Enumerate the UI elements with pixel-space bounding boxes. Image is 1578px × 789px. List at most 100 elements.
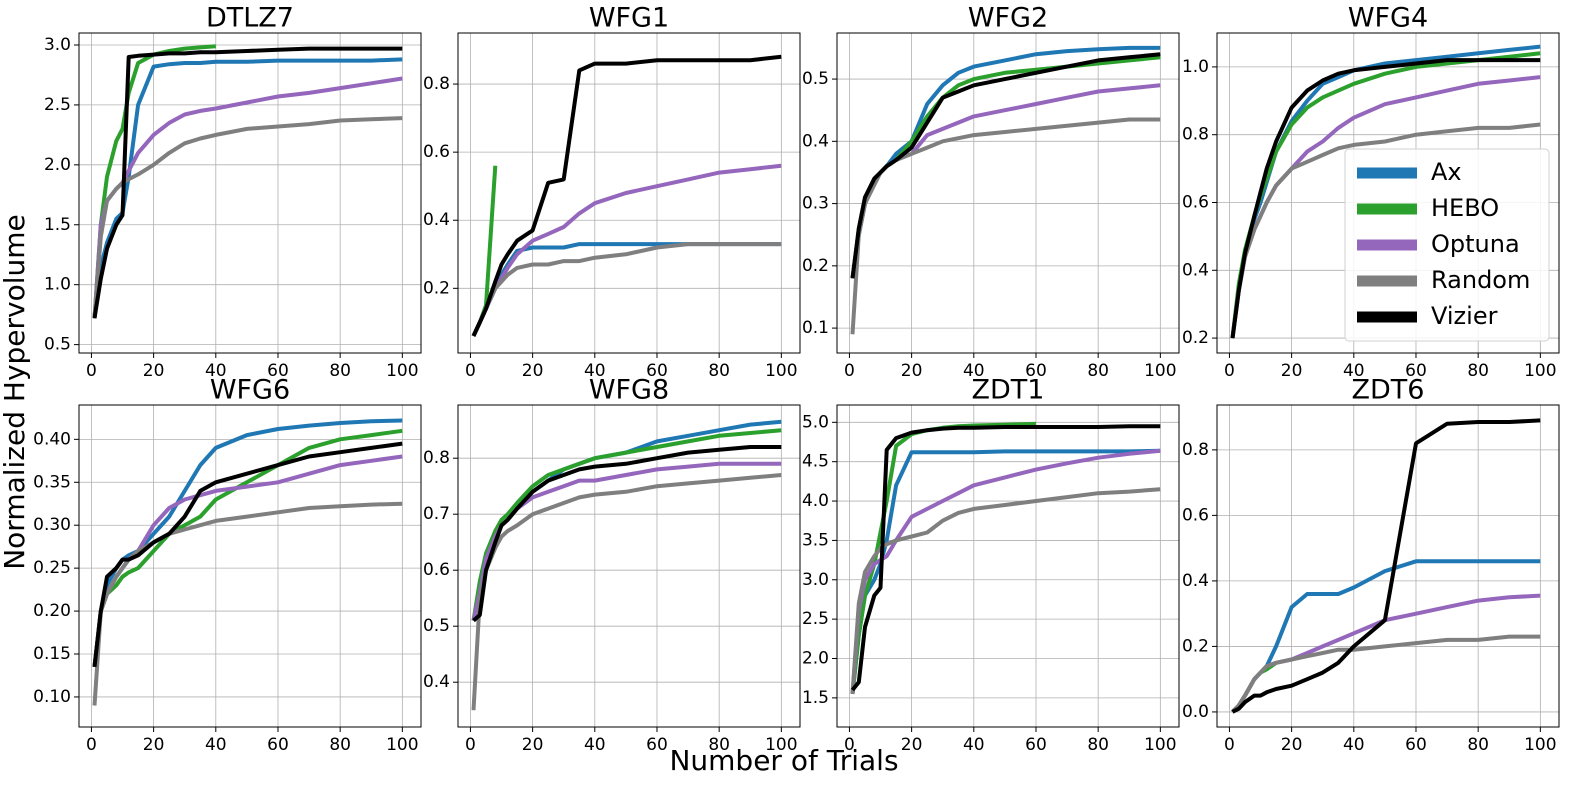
legend-box: [1344, 148, 1550, 342]
x-tick-label: 100: [765, 361, 797, 381]
y-tick-label: 0.6: [1182, 505, 1209, 525]
series-line: [471, 242, 782, 337]
series-line: [1231, 634, 1541, 714]
y-tick-label: 0.2: [1182, 328, 1209, 348]
y-tick-label: 0.40: [33, 429, 71, 449]
legend-label: Vizier: [1431, 302, 1498, 330]
panel: ZDT6 0 20 40 60 80 100 0.0 0.2 0.4 0.6 0.8: [1182, 375, 1560, 755]
series-line: [92, 76, 403, 319]
series-line: [850, 83, 1161, 279]
x-tick-label: 0: [86, 735, 97, 755]
x-tick-label: 60: [1405, 735, 1427, 755]
series-line: [850, 448, 1161, 695]
panel-title: ZDT6: [1352, 375, 1425, 406]
x-tick-label: 80: [329, 361, 351, 381]
y-tick-label: 0.6: [423, 142, 450, 162]
series-line: [471, 461, 782, 622]
y-tick-label: 0.20: [33, 601, 71, 621]
series-line: [92, 44, 216, 319]
x-tick-label: 40: [584, 735, 606, 755]
x-tick-label: 80: [708, 735, 730, 755]
x-tick-label: 0: [86, 361, 97, 381]
panel: WFG6 0 20 40 60 80 100 0.10 0.15 0.20 0.25 0.30 0.35…: [33, 375, 422, 755]
x-tick-label: 40: [584, 361, 606, 381]
panel-title: DTLZ7: [206, 3, 294, 34]
y-tick-label: 2.0: [802, 649, 829, 669]
x-tick-label: 60: [267, 735, 289, 755]
x-tick-label: 80: [329, 735, 351, 755]
y-tick-label: 4.0: [802, 491, 829, 511]
x-tick-label: 80: [1467, 735, 1489, 755]
panel: WFG8 0 20 40 60 80 100 0.4 0.5 0.6 0.7 0.8: [423, 375, 801, 755]
y-axis-label: Normalized Hypervolume: [0, 214, 31, 570]
series-line: [471, 242, 782, 337]
y-tick-label: 0.2: [1182, 636, 1209, 656]
panel: WFG1 0 20 40 60 80 100 0.2 0.4 0.6 0.8: [423, 3, 801, 381]
plot-frame: [836, 404, 1180, 728]
x-tick-label: 80: [708, 361, 730, 381]
x-tick-label: 100: [1524, 735, 1556, 755]
x-tick-label: 20: [522, 735, 544, 755]
x-tick-label: 20: [143, 361, 165, 381]
plot-frame: [457, 404, 801, 728]
x-tick-label: 20: [901, 735, 923, 755]
x-tick-label: 60: [267, 361, 289, 381]
x-tick-label: 40: [205, 361, 227, 381]
panel-title: WFG2: [968, 3, 1048, 34]
y-tick-label: 0.4: [802, 131, 829, 151]
y-tick-label: 1.0: [44, 275, 71, 295]
legend-label: Random: [1431, 266, 1530, 294]
y-tick-label: 0.6: [1182, 192, 1209, 212]
series-line: [850, 424, 1161, 692]
y-tick-label: 0.5: [423, 616, 450, 636]
y-tick-label: 0.5: [44, 335, 71, 355]
panel: WFG2 0 20 40 60 80 100 0.1 0.2 0.3 0.4 0.5: [802, 3, 1180, 381]
y-tick-label: 0.4: [423, 210, 450, 230]
x-tick-label: 60: [1025, 735, 1047, 755]
y-tick-label: 0.4: [423, 672, 450, 692]
y-tick-label: 0.6: [423, 560, 450, 580]
x-tick-label: 60: [1405, 361, 1427, 381]
series-line: [850, 117, 1161, 335]
x-tick-label: 40: [205, 735, 227, 755]
y-tick-label: 0.15: [33, 644, 71, 664]
plot-frame: [457, 32, 801, 354]
x-tick-label: 40: [963, 735, 985, 755]
x-tick-label: 0: [1224, 735, 1235, 755]
y-tick-label: 0.0: [1182, 702, 1209, 722]
y-tick-label: 0.4: [1182, 571, 1209, 591]
series-line: [471, 163, 782, 337]
x-tick-label: 20: [522, 361, 544, 381]
panel-title: WFG6: [210, 375, 290, 406]
y-tick-label: 0.30: [33, 515, 71, 535]
series-line: [850, 487, 1161, 695]
series-line: [92, 501, 403, 706]
legend-label: HEBO: [1431, 194, 1499, 222]
x-axis-label: Number of Trials: [669, 744, 898, 777]
plot-frame: [836, 32, 1180, 354]
x-tick-label: 40: [963, 361, 985, 381]
series-line: [92, 454, 403, 668]
x-tick-label: 60: [1025, 361, 1047, 381]
series-line: [92, 441, 403, 668]
x-tick-label: 0: [465, 361, 476, 381]
x-tick-label: 100: [1144, 735, 1176, 755]
y-tick-label: 0.7: [423, 504, 450, 524]
x-tick-label: 100: [765, 735, 797, 755]
y-tick-label: 2.0: [44, 155, 71, 175]
series-line: [92, 57, 403, 319]
y-tick-label: 0.35: [33, 472, 71, 492]
y-tick-label: 0.10: [33, 687, 71, 707]
y-tick-label: 0.8: [1182, 440, 1209, 460]
plot-frame: [1216, 404, 1560, 728]
plot-frame: [78, 32, 422, 354]
x-tick-label: 0: [844, 361, 855, 381]
y-tick-label: 0.8: [423, 448, 450, 468]
plot-frame: [1216, 32, 1560, 354]
x-tick-label: 60: [646, 735, 668, 755]
y-tick-label: 1.0: [1182, 57, 1209, 77]
series-line: [471, 428, 782, 621]
y-tick-label: 1.5: [44, 215, 71, 235]
panel-title: WFG1: [589, 3, 669, 34]
x-tick-label: 60: [646, 361, 668, 381]
